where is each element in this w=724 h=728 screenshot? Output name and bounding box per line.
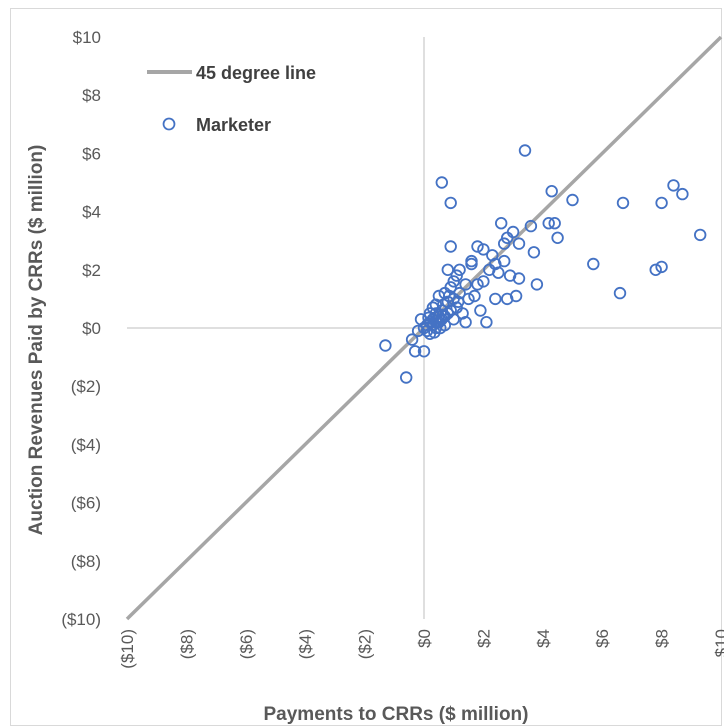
y-tick-label: $8 — [82, 86, 101, 105]
x-axis-title: Payments to CRRs ($ million) — [264, 704, 529, 725]
y-tick-label: $10 — [73, 28, 101, 47]
data-point — [509, 289, 523, 303]
x-tick-labels: ($10) ($8) ($6) ($4) ($2) $0 $2 $4 $6 $8 $10 — [118, 629, 724, 669]
x-tick-label: $8 — [653, 629, 672, 648]
data-point — [426, 301, 440, 314]
data-point — [474, 304, 487, 317]
legend-marker-marketer — [162, 117, 176, 131]
x-tick-label: ($4) — [296, 629, 315, 659]
data-point — [437, 308, 450, 322]
data-point — [480, 316, 493, 329]
data-point — [435, 176, 449, 189]
y-tick-label: ($6) — [71, 494, 101, 513]
data-point — [551, 231, 564, 245]
data-point — [512, 237, 526, 250]
data-point — [450, 269, 463, 282]
data-point — [498, 254, 511, 268]
y-tick-label: $2 — [82, 261, 101, 280]
data-point — [694, 228, 707, 242]
reference-line-group — [125, 35, 723, 621]
data-point — [465, 254, 478, 268]
data-point — [530, 278, 544, 291]
data-point — [453, 263, 466, 277]
y-tick-label: ($4) — [71, 435, 101, 454]
data-point — [587, 257, 600, 271]
data-point — [655, 260, 668, 274]
data-point — [566, 193, 579, 207]
data-point — [616, 196, 630, 210]
y-tick-label: ($10) — [61, 610, 101, 629]
data-point — [405, 333, 419, 346]
data-point — [441, 263, 455, 277]
reference-line-45-degree — [125, 35, 723, 621]
data-point — [548, 216, 561, 230]
data-point — [613, 286, 627, 300]
y-tick-label: ($8) — [71, 552, 101, 571]
data-point — [649, 263, 662, 277]
data-point — [667, 179, 680, 192]
data-point — [444, 196, 457, 210]
x-tick-label: $6 — [593, 629, 612, 648]
x-tick-label: $4 — [534, 629, 553, 648]
data-point — [524, 219, 538, 233]
data-point — [542, 216, 555, 230]
data-point — [379, 339, 392, 352]
x-tick-label: $0 — [415, 629, 434, 648]
data-point — [477, 275, 490, 288]
data-point — [417, 345, 431, 358]
data-point — [443, 289, 456, 303]
chart-frame — [10, 8, 722, 726]
data-point — [655, 196, 668, 210]
x-tick-label: ($10) — [118, 629, 137, 669]
x-tick-label: $2 — [474, 629, 493, 648]
x-tick-label: ($2) — [356, 629, 375, 659]
data-point — [468, 289, 481, 303]
data-point — [459, 278, 472, 291]
data-point — [408, 345, 422, 358]
data-point — [545, 184, 558, 198]
data-point — [471, 278, 484, 291]
data-point — [444, 281, 457, 294]
legend-label-marketer: Marketer — [196, 115, 271, 135]
data-point — [459, 316, 472, 329]
y-tick-label: $4 — [82, 203, 101, 222]
legend-label-45-degree-line: 45 degree line — [196, 63, 316, 83]
data-point — [492, 266, 505, 279]
data-point — [518, 144, 532, 157]
x-tick-label: ($6) — [237, 629, 256, 659]
data-point — [471, 240, 484, 253]
data-point — [400, 371, 413, 384]
y-axis-title: Auction Revenues Paid by CRRs ($ million… — [26, 145, 47, 536]
legend: 45 degree line Marketer — [147, 63, 316, 135]
data-point — [512, 272, 526, 285]
y-tick-labels: ($10) ($8) ($6) ($4) ($2) $0 $2 $4 $6 $8 $10 — [61, 28, 101, 629]
data-point — [498, 237, 511, 250]
data-points — [379, 144, 707, 384]
x-tick-label: ($8) — [177, 629, 196, 659]
data-point — [411, 324, 425, 338]
data-point — [447, 275, 460, 288]
data-point — [506, 225, 520, 239]
y-tick-label: ($2) — [71, 377, 101, 396]
data-point — [676, 187, 689, 201]
y-tick-label: $6 — [82, 144, 101, 163]
data-point — [489, 292, 502, 306]
data-point — [495, 216, 508, 230]
data-point — [444, 240, 457, 253]
data-point — [447, 313, 460, 326]
y-tick-label: $0 — [82, 319, 101, 338]
data-point — [434, 321, 447, 335]
x-tick-label: $10 — [712, 629, 724, 657]
data-point — [429, 298, 443, 311]
data-point — [452, 295, 465, 309]
data-point — [527, 246, 541, 259]
data-point — [477, 243, 490, 256]
